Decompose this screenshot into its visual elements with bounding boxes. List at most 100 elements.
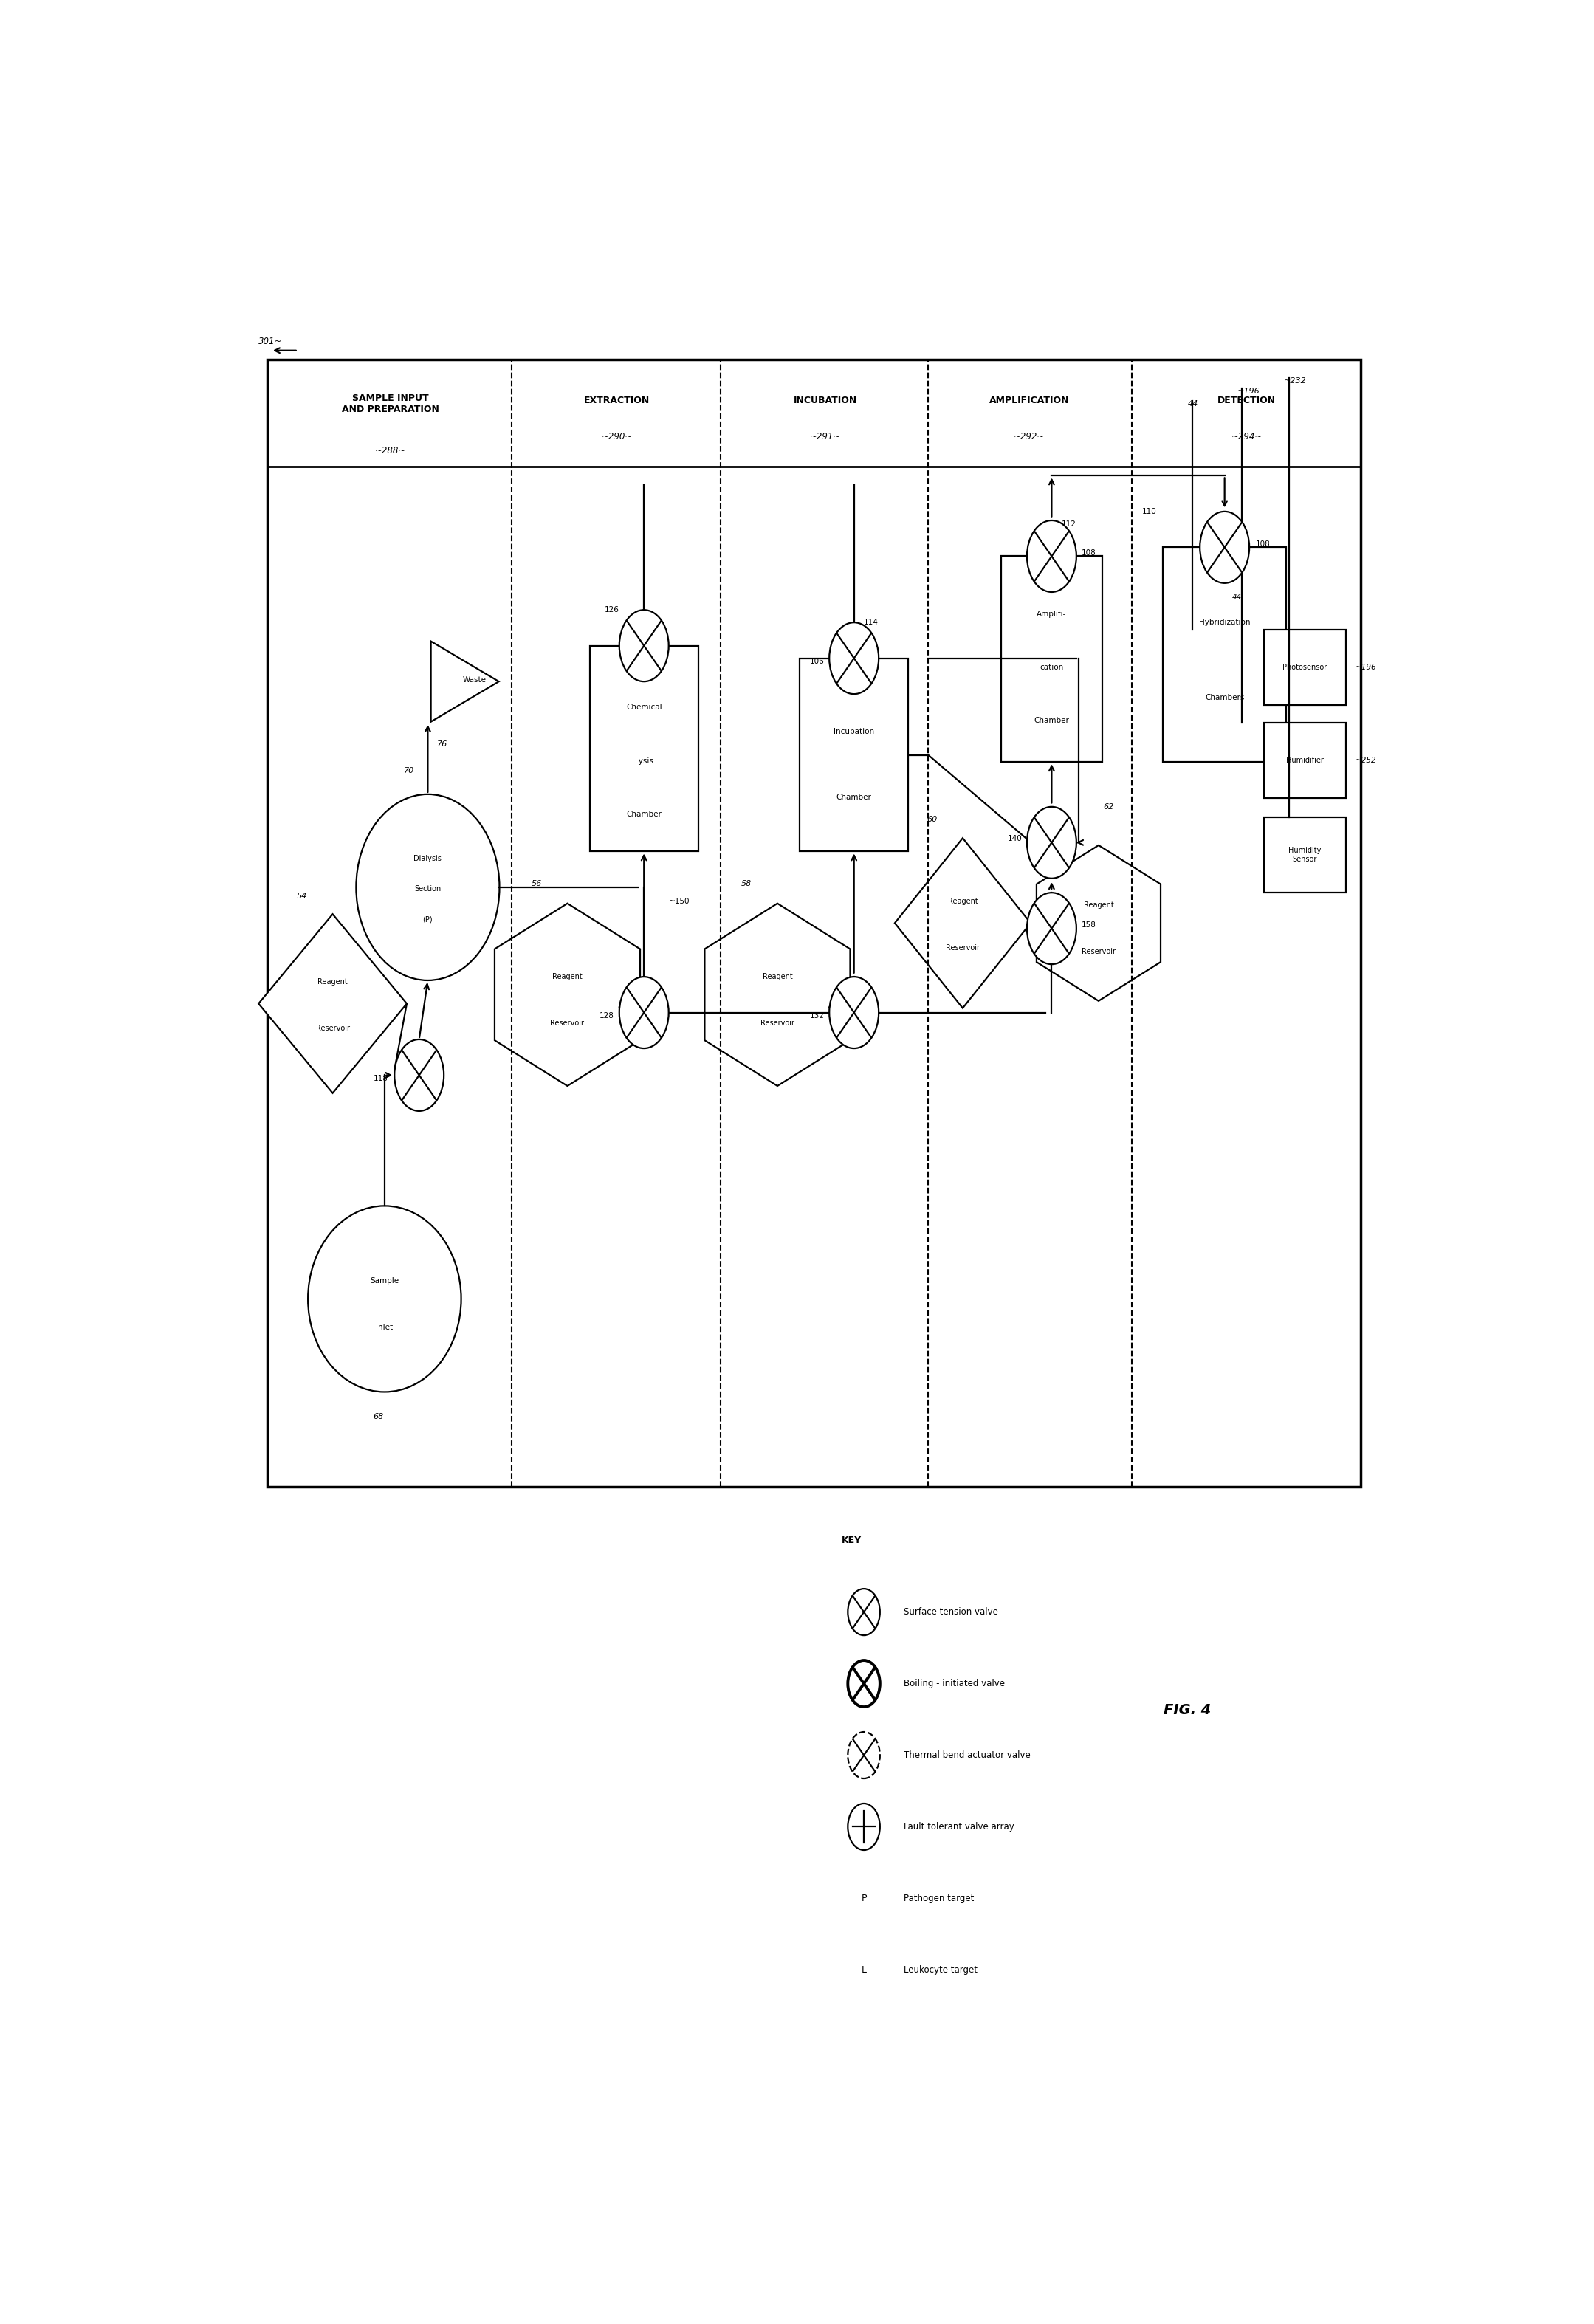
Circle shape xyxy=(618,609,669,681)
Text: 140: 140 xyxy=(1007,834,1022,844)
Text: Section: Section xyxy=(414,885,442,892)
Text: 62: 62 xyxy=(1103,804,1114,811)
Text: 108: 108 xyxy=(1256,539,1270,548)
Text: 68: 68 xyxy=(373,1413,384,1420)
Text: Chamber: Chamber xyxy=(1035,718,1070,725)
Text: EXTRACTION: EXTRACTION xyxy=(583,395,650,404)
Text: FIG. 4: FIG. 4 xyxy=(1164,1703,1211,1717)
Text: Chamber: Chamber xyxy=(626,811,662,818)
Circle shape xyxy=(848,1731,880,1778)
Text: ~150: ~150 xyxy=(669,897,690,906)
Text: 106: 106 xyxy=(810,658,824,665)
Ellipse shape xyxy=(308,1206,461,1392)
Text: Pathogen target: Pathogen target xyxy=(904,1894,974,1903)
Text: Chamber: Chamber xyxy=(837,795,872,802)
Text: Leukocyte target: Leukocyte target xyxy=(904,1966,977,1975)
Text: Waste: Waste xyxy=(462,676,486,683)
Text: 54: 54 xyxy=(296,892,308,899)
Polygon shape xyxy=(1036,846,1160,1002)
Circle shape xyxy=(1027,521,1076,593)
Bar xyxy=(1162,546,1286,762)
Text: 110: 110 xyxy=(1141,509,1157,516)
Text: Photosensor: Photosensor xyxy=(1283,665,1328,672)
Text: 114: 114 xyxy=(864,618,878,625)
Text: Reservoir: Reservoir xyxy=(316,1025,349,1032)
Text: P: P xyxy=(861,1894,867,1903)
Circle shape xyxy=(1200,511,1250,583)
Text: 112: 112 xyxy=(1062,521,1076,528)
Text: Reservoir: Reservoir xyxy=(1082,948,1116,955)
Text: ~252: ~252 xyxy=(1355,758,1377,765)
Polygon shape xyxy=(494,904,641,1085)
Polygon shape xyxy=(430,641,499,723)
Circle shape xyxy=(829,623,878,695)
Bar xyxy=(1264,630,1345,704)
Text: Reagent: Reagent xyxy=(948,897,977,906)
Text: Amplifi-: Amplifi- xyxy=(1036,611,1066,618)
Text: ~196: ~196 xyxy=(1237,388,1259,395)
Bar xyxy=(590,646,698,851)
Text: Dialysis: Dialysis xyxy=(414,855,442,862)
Polygon shape xyxy=(894,839,1031,1009)
Text: Inlet: Inlet xyxy=(376,1325,394,1332)
Text: Humidifier: Humidifier xyxy=(1286,758,1323,765)
Text: DETECTION: DETECTION xyxy=(1218,395,1277,404)
Text: ~232: ~232 xyxy=(1283,376,1307,383)
Circle shape xyxy=(1027,892,1076,964)
Text: Reagent: Reagent xyxy=(1084,902,1114,909)
Text: Surface tension valve: Surface tension valve xyxy=(904,1608,998,1618)
Circle shape xyxy=(848,1803,880,1850)
Circle shape xyxy=(1027,806,1076,878)
Text: ~288~: ~288~ xyxy=(375,446,406,456)
Text: ~291~: ~291~ xyxy=(810,432,842,442)
Bar xyxy=(1001,555,1103,762)
Text: KEY: KEY xyxy=(842,1536,862,1545)
Text: 58: 58 xyxy=(741,881,752,888)
Text: ~196: ~196 xyxy=(1355,665,1377,672)
Text: 118: 118 xyxy=(373,1076,389,1083)
Text: 44: 44 xyxy=(1232,593,1242,602)
Bar xyxy=(268,360,1360,1487)
Circle shape xyxy=(618,976,669,1048)
Text: 158: 158 xyxy=(1081,920,1097,930)
Text: Thermal bend actuator valve: Thermal bend actuator valve xyxy=(904,1750,1030,1759)
Text: Reservoir: Reservoir xyxy=(550,1020,585,1027)
Text: Reagent: Reagent xyxy=(553,974,582,981)
Text: Chambers: Chambers xyxy=(1205,695,1245,702)
Text: SAMPLE INPUT
AND PREPARATION: SAMPLE INPUT AND PREPARATION xyxy=(343,393,440,414)
Circle shape xyxy=(829,976,878,1048)
Text: Hybridization: Hybridization xyxy=(1199,618,1250,625)
Text: Reagent: Reagent xyxy=(317,978,347,985)
Bar xyxy=(1264,818,1345,892)
Text: Reagent: Reagent xyxy=(762,974,792,981)
Text: 44: 44 xyxy=(1188,400,1199,407)
Text: Fault tolerant valve array: Fault tolerant valve array xyxy=(904,1822,1014,1831)
Bar xyxy=(800,658,909,851)
Text: Boiling - initiated valve: Boiling - initiated valve xyxy=(904,1678,1004,1690)
Text: 108: 108 xyxy=(1081,548,1095,555)
Text: Humidity
Sensor: Humidity Sensor xyxy=(1288,848,1321,862)
Polygon shape xyxy=(258,913,406,1092)
Text: Incubation: Incubation xyxy=(834,727,875,734)
Text: 60: 60 xyxy=(926,816,937,823)
Text: Lysis: Lysis xyxy=(634,758,654,765)
Text: Reservoir: Reservoir xyxy=(760,1020,794,1027)
Text: Reservoir: Reservoir xyxy=(945,944,980,953)
Text: ~290~: ~290~ xyxy=(601,432,633,442)
Text: INCUBATION: INCUBATION xyxy=(794,395,858,404)
Text: AMPLIFICATION: AMPLIFICATION xyxy=(990,395,1070,404)
Text: 128: 128 xyxy=(599,1013,614,1020)
Text: cation: cation xyxy=(1039,665,1063,672)
Circle shape xyxy=(848,1659,880,1706)
Text: 70: 70 xyxy=(403,767,414,774)
Text: ~294~: ~294~ xyxy=(1231,432,1262,442)
Text: 76: 76 xyxy=(437,741,448,748)
Text: 301~: 301~ xyxy=(258,337,282,346)
Text: L: L xyxy=(861,1966,867,1975)
Text: Sample: Sample xyxy=(370,1278,398,1285)
Bar xyxy=(1264,723,1345,797)
Polygon shape xyxy=(705,904,850,1085)
Circle shape xyxy=(848,1590,880,1636)
Text: Chemical: Chemical xyxy=(626,704,662,711)
Text: 132: 132 xyxy=(810,1013,824,1020)
